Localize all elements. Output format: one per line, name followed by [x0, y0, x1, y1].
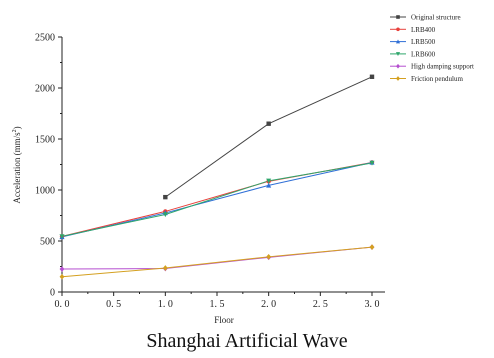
y-axis-title-close: ) — [12, 126, 22, 129]
data-point — [266, 121, 271, 126]
series-line — [61, 161, 373, 238]
series-lines — [61, 76, 373, 278]
legend-marker — [395, 52, 401, 57]
data-point — [162, 265, 168, 271]
legend-marker — [395, 39, 401, 44]
data-point — [59, 266, 65, 272]
legend: Original structure LRB400 LRB500 LRB600 High… — [390, 14, 474, 83]
y-axis-title-unit: (mm/s — [12, 132, 22, 155]
ticks: 0 500 1000 1500 2000 2500 0. 0 0. 5 1. 0 1. 5 2. 0… — [35, 33, 380, 311]
chart-caption: Shanghai Artificial Wave — [146, 330, 348, 352]
axes — [61, 37, 385, 293]
series-points — [59, 74, 375, 280]
y-tick-label: 1500 — [35, 135, 55, 146]
x-tick-label: 3. 0 — [365, 299, 380, 310]
x-tick-label: 2. 0 — [261, 299, 276, 310]
y-tick-label: 500 — [40, 237, 55, 248]
x-tick-label: 2. 5 — [313, 299, 328, 310]
series-line — [61, 246, 373, 270]
data-point — [163, 194, 168, 200]
y-tick-label: 1000 — [35, 186, 55, 197]
legend-marker — [396, 27, 400, 32]
series-line — [61, 246, 373, 278]
legend-marker — [396, 63, 400, 69]
x-tick-label: 1. 5 — [210, 299, 225, 310]
series-line — [61, 162, 373, 237]
data-point — [369, 74, 375, 79]
legend-label: High damping support — [411, 63, 474, 71]
y-axis-title-main: Acceleration — [12, 157, 22, 203]
legend-label: LRB400 — [411, 26, 436, 34]
x-tick-label: 0. 0 — [55, 299, 70, 310]
y-tick-label: 0 — [50, 288, 55, 299]
legend-label: LRB500 — [411, 38, 436, 46]
x-axis-title: Floor — [214, 315, 234, 325]
data-point — [266, 178, 272, 184]
legend-label: Original structure — [411, 14, 461, 22]
data-point — [369, 160, 375, 166]
x-tick-label: 1. 0 — [158, 299, 173, 310]
data-point — [162, 212, 168, 218]
data-point — [266, 253, 272, 260]
x-tick-label: 0. 5 — [106, 299, 121, 310]
y-tick-label: 2500 — [35, 33, 55, 44]
chart-area: 0 500 1000 1500 2000 2500 0. 0 0. 5 1. 0 1. 5 2. 0… — [12, 14, 474, 326]
y-tick-label: 2000 — [35, 84, 55, 95]
data-point — [59, 234, 65, 240]
data-point — [266, 182, 272, 188]
data-point — [369, 244, 375, 250]
y-axis-title: Acceleration (mm/s2) — [12, 126, 22, 203]
y-axis-title-exp: 2 — [12, 129, 18, 132]
legend-marker — [396, 76, 400, 81]
data-point — [59, 273, 65, 280]
legend-label: Friction pendulum — [411, 75, 463, 83]
legend-marker — [396, 15, 400, 19]
legend-label: LRB600 — [411, 50, 436, 58]
